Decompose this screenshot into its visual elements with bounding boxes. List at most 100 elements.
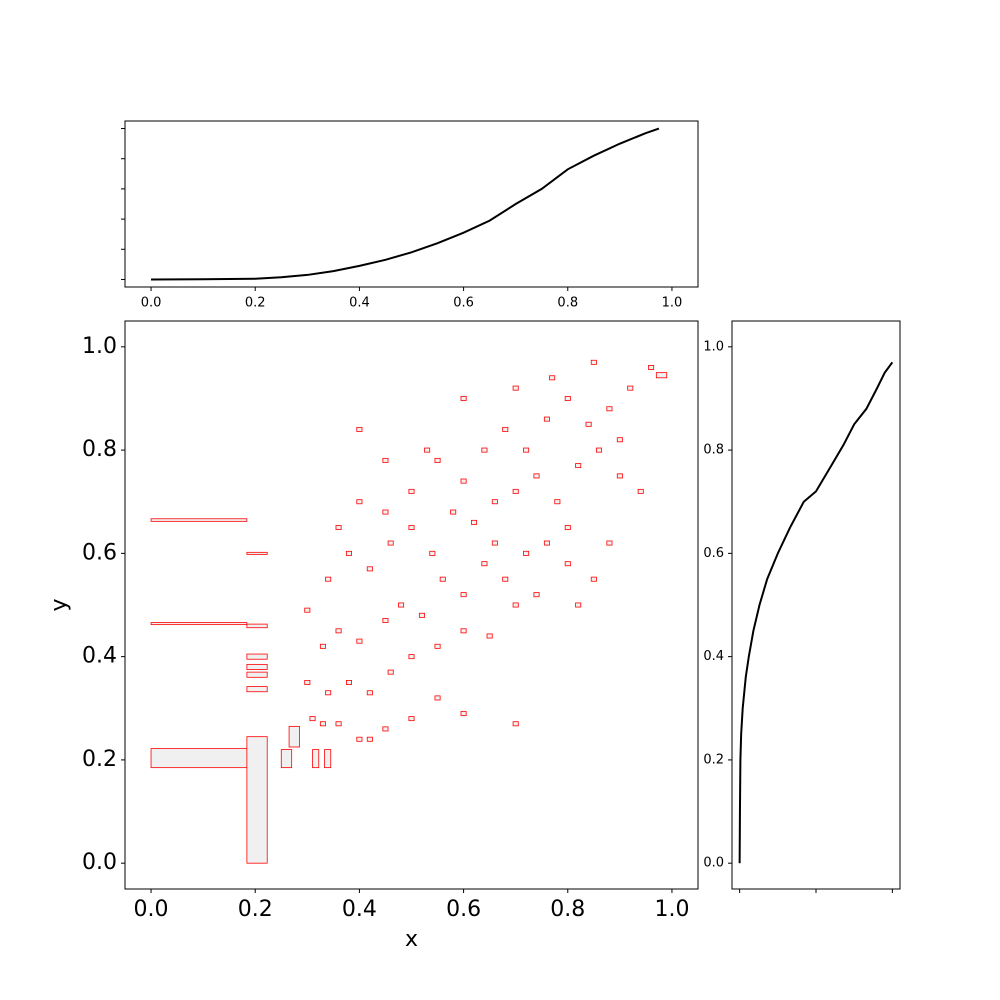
box xyxy=(564,525,571,531)
box xyxy=(533,473,540,479)
box xyxy=(523,550,530,556)
box xyxy=(491,499,498,505)
box xyxy=(408,488,415,494)
box xyxy=(246,736,268,864)
box xyxy=(345,550,352,556)
box xyxy=(491,540,498,546)
box xyxy=(460,710,467,716)
y-tick-label: 0.6 xyxy=(703,546,724,561)
box xyxy=(150,748,248,769)
box xyxy=(382,457,389,463)
x-tick-label: 1.0 xyxy=(654,897,689,922)
box xyxy=(382,726,389,732)
box xyxy=(356,426,363,432)
box xyxy=(304,607,311,613)
box xyxy=(648,365,655,370)
box xyxy=(596,447,603,453)
box xyxy=(387,540,394,546)
y-tick-label: 1.0 xyxy=(82,334,117,359)
box xyxy=(408,525,415,531)
box xyxy=(439,576,446,582)
box xyxy=(324,749,332,769)
box xyxy=(471,519,478,525)
box xyxy=(398,602,405,608)
y-tick-label: 0.2 xyxy=(703,752,724,767)
y-tick-label: 0.2 xyxy=(82,747,117,772)
box xyxy=(543,416,550,422)
box xyxy=(366,566,373,572)
box xyxy=(606,406,613,412)
box xyxy=(434,457,441,463)
box xyxy=(637,488,644,494)
box xyxy=(590,359,597,365)
x-tick-label: 0.2 xyxy=(238,897,273,922)
x-tick-label: 0.8 xyxy=(550,897,585,922)
box xyxy=(335,721,342,727)
x-tick-label: 1.0 xyxy=(662,295,683,310)
box xyxy=(246,686,268,693)
y-tick-label: 0.4 xyxy=(703,649,724,664)
box xyxy=(481,447,488,453)
axes-frame xyxy=(124,320,699,890)
box xyxy=(590,576,597,582)
box xyxy=(309,716,316,722)
box xyxy=(627,385,634,391)
box xyxy=(304,679,311,685)
box xyxy=(356,638,363,644)
y-tick-label: 1.0 xyxy=(703,339,724,354)
x-tick-label: 0.0 xyxy=(134,897,169,922)
box xyxy=(288,725,300,748)
box xyxy=(575,602,582,608)
box xyxy=(460,592,467,598)
x-tick-label: 0.2 xyxy=(245,295,266,310)
box xyxy=(512,602,519,608)
box xyxy=(523,447,530,453)
box xyxy=(345,679,352,685)
box xyxy=(280,749,293,769)
box xyxy=(606,540,613,546)
box xyxy=(335,525,342,531)
box xyxy=(408,654,415,660)
box xyxy=(502,576,509,582)
y-tick-label: 0.0 xyxy=(82,850,117,875)
box xyxy=(512,385,519,391)
box xyxy=(382,618,389,623)
box xyxy=(356,499,363,505)
box xyxy=(502,426,509,432)
box xyxy=(434,695,441,701)
box xyxy=(312,749,320,769)
box xyxy=(549,375,556,381)
cdf-line xyxy=(151,127,660,281)
x-tick-label: 0.8 xyxy=(557,295,578,310)
box xyxy=(366,736,373,742)
box xyxy=(564,395,571,401)
box xyxy=(246,663,268,670)
box xyxy=(543,540,550,546)
y-tick-label: 0.6 xyxy=(82,540,117,565)
x-tick-label: 0.6 xyxy=(453,295,474,310)
axes-frame xyxy=(124,120,699,288)
box xyxy=(533,592,540,598)
box xyxy=(319,721,326,727)
y-axis-label: y xyxy=(47,598,72,611)
box xyxy=(356,736,363,742)
x-axis-label: x xyxy=(405,927,418,952)
box xyxy=(655,372,668,379)
box xyxy=(434,643,441,649)
box xyxy=(408,716,415,722)
box xyxy=(512,488,519,494)
box xyxy=(575,463,582,469)
x-tick-label: 0.6 xyxy=(446,897,481,922)
box xyxy=(554,499,561,505)
y-tick-label: 0.0 xyxy=(703,856,724,871)
y-tick-label: 0.8 xyxy=(82,437,117,462)
box xyxy=(512,721,519,727)
box xyxy=(481,561,488,567)
box xyxy=(418,612,425,618)
box xyxy=(150,622,248,626)
box xyxy=(319,643,326,649)
box xyxy=(424,447,431,453)
y-tick-label: 0.4 xyxy=(82,644,117,669)
box xyxy=(246,551,268,555)
box xyxy=(585,421,592,427)
